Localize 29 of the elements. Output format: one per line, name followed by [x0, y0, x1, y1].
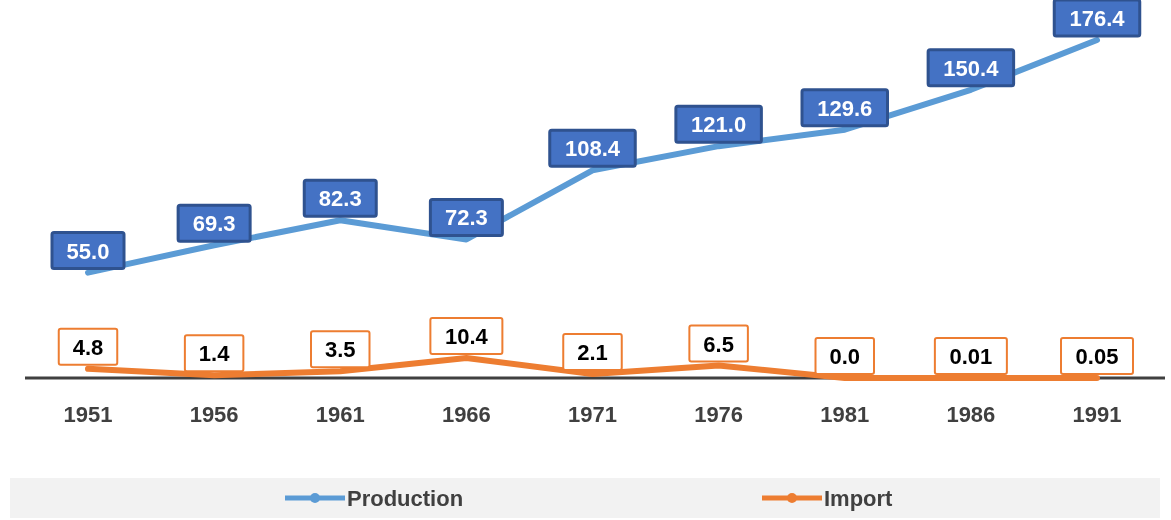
data-label: 129.6 — [817, 95, 873, 121]
x-tick-label: 1956 — [189, 402, 239, 427]
data-label: 0.05 — [1075, 343, 1119, 369]
x-tick-label: 1951 — [63, 402, 113, 427]
x-tick-label: 1976 — [694, 402, 744, 427]
data-label: 72.3 — [444, 205, 488, 231]
data-label: 1.4 — [198, 341, 231, 367]
x-tick-label: 1986 — [946, 402, 996, 427]
data-label: 82.3 — [318, 186, 362, 212]
legend-label: Import — [824, 486, 894, 511]
data-label: 3.5 — [324, 337, 356, 363]
data-label: 4.8 — [72, 334, 104, 360]
data-label: 0.01 — [949, 343, 993, 369]
x-tick-label: 1966 — [441, 402, 491, 427]
x-tick-label: 1991 — [1072, 402, 1122, 427]
data-label: 0.0 — [829, 344, 861, 369]
data-label: 55.0 — [66, 238, 110, 264]
x-tick-label: 1981 — [820, 402, 870, 427]
data-label: 150.4 — [943, 55, 1000, 81]
data-label: 2.1 — [577, 339, 608, 365]
x-tick-label: 1961 — [315, 402, 365, 427]
data-label: 10.4 — [444, 324, 489, 350]
data-label: 69.3 — [192, 211, 236, 237]
x-tick-label: 1971 — [568, 402, 617, 427]
data-label: 121.0 — [691, 112, 747, 138]
data-label: 6.5 — [703, 331, 734, 357]
data-label: 176.4 — [1069, 6, 1126, 31]
legend-label: Production — [347, 486, 464, 511]
data-label: 108.4 — [564, 136, 621, 162]
